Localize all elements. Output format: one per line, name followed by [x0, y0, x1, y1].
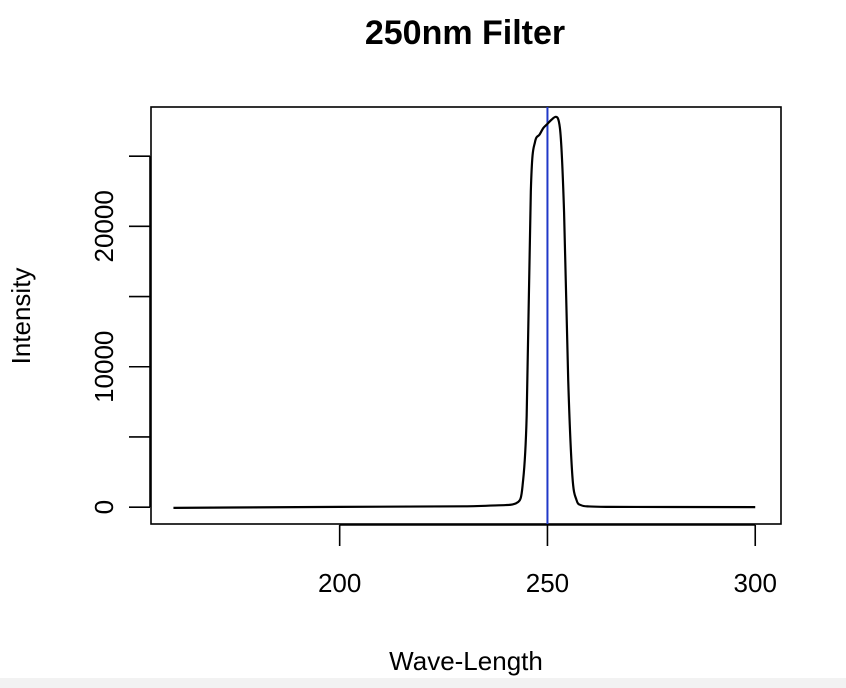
plot-frame: [150, 106, 782, 525]
y-tick-label: 10000: [89, 331, 119, 403]
y-axis: 0 10000 20000: [89, 155, 151, 514]
y-tick-label: 20000: [89, 190, 119, 262]
x-axis-label: Wave-Length: [389, 646, 543, 676]
x-tick-label: 300: [734, 568, 777, 598]
series-line: [173, 115, 756, 509]
series-group: [173, 115, 756, 509]
y-tick-label: 0: [89, 500, 119, 514]
x-tick-label: 200: [318, 568, 361, 598]
chart-title: 250nm Filter: [365, 14, 565, 52]
y-axis-label: Intensity: [6, 268, 36, 365]
x-tick-label: 250: [526, 568, 569, 598]
page-bottom-strip: [0, 678, 846, 688]
x-axis: 200 250 300: [318, 524, 777, 598]
